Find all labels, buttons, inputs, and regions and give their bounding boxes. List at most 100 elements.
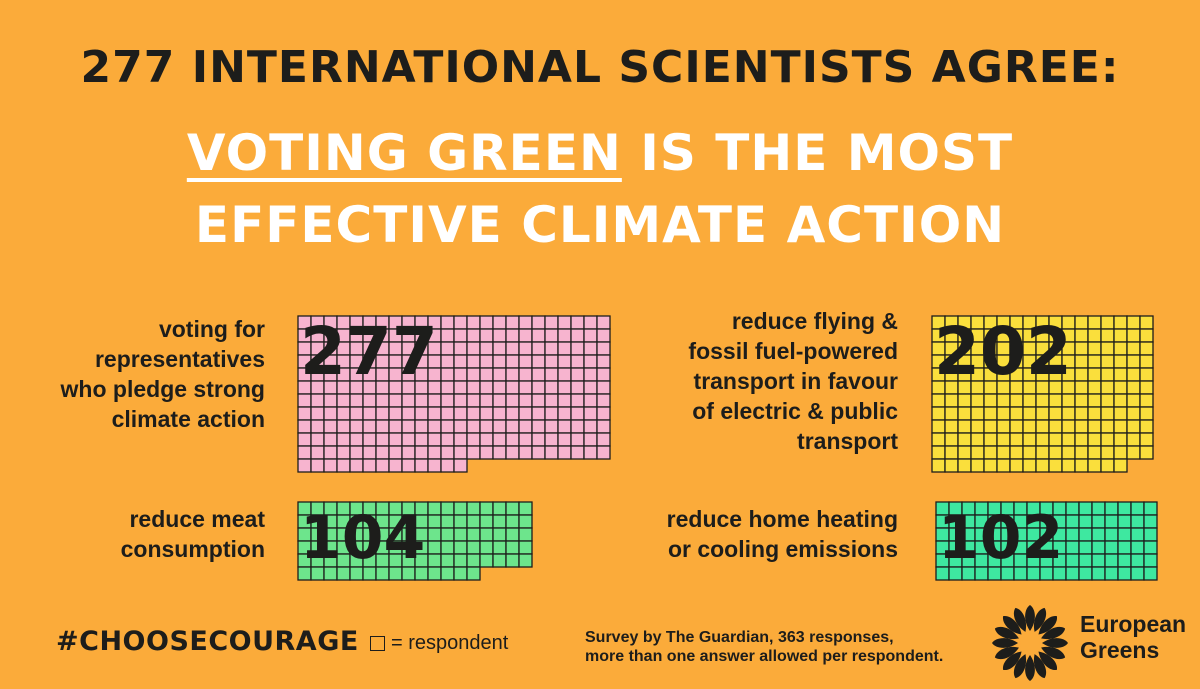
respondent-cell xyxy=(466,315,481,330)
source-line-1: Survey by The Guardian, 363 responses, xyxy=(585,629,894,646)
respondent-cell xyxy=(505,419,520,434)
respondent-cell xyxy=(310,458,325,473)
respondent-cell xyxy=(297,406,312,421)
respondent-cell xyxy=(453,553,468,568)
respondent-cell xyxy=(505,432,520,447)
respondent-cell xyxy=(453,393,468,408)
logo-text: European Greens xyxy=(1080,611,1186,663)
respondent-cell xyxy=(1009,445,1024,460)
logo-line-2: Greens xyxy=(1080,637,1160,663)
respondent-cell xyxy=(1143,501,1158,516)
respondent-cell xyxy=(1139,380,1154,395)
respondent-cell xyxy=(492,514,507,529)
respondent-cell xyxy=(427,419,442,434)
respondent-cell xyxy=(466,514,481,529)
respondent-cell xyxy=(1074,432,1089,447)
respondent-cell xyxy=(557,406,572,421)
respondent-cell xyxy=(957,432,972,447)
respondent-cell xyxy=(1100,393,1115,408)
respondent-cell xyxy=(479,354,494,369)
respondent-cell xyxy=(596,315,611,330)
respondent-cell xyxy=(388,445,403,460)
item-label-line: who pledge strong xyxy=(60,376,265,402)
respondent-cell xyxy=(1065,566,1080,581)
respondent-cell xyxy=(596,367,611,382)
respondent-cell xyxy=(518,527,533,542)
respondent-cell xyxy=(518,406,533,421)
respondent-cell xyxy=(957,406,972,421)
respondent-cell xyxy=(1078,566,1093,581)
european-greens-sunflower-icon xyxy=(992,605,1068,681)
respondent-cell xyxy=(336,432,351,447)
respondent-cell xyxy=(505,367,520,382)
respondent-cell xyxy=(375,458,390,473)
value-label: 104 xyxy=(300,503,425,573)
respondent-cell xyxy=(570,406,585,421)
respondent-cell xyxy=(427,445,442,460)
logo-line-1: European xyxy=(1080,611,1187,637)
respondent-cell xyxy=(1087,367,1102,382)
respondent-cell xyxy=(557,393,572,408)
respondent-cell xyxy=(1065,501,1080,516)
waffle-cells xyxy=(297,501,533,581)
respondent-cell xyxy=(440,393,455,408)
respondent-cell xyxy=(466,341,481,356)
respondent-cell xyxy=(440,354,455,369)
respondent-cell xyxy=(505,328,520,343)
respondent-cell xyxy=(479,406,494,421)
respondent-cell xyxy=(453,341,468,356)
respondent-cell xyxy=(996,406,1011,421)
respondent-cell xyxy=(323,445,338,460)
respondent-cell xyxy=(1100,458,1115,473)
respondent-cell xyxy=(492,367,507,382)
respondent-cell xyxy=(1113,341,1128,356)
respondent-cell xyxy=(1035,432,1050,447)
respondent-cell xyxy=(297,458,312,473)
respondent-cell xyxy=(1074,341,1089,356)
respondent-cell xyxy=(1048,432,1063,447)
respondent-cell xyxy=(544,328,559,343)
respondent-cell xyxy=(1100,419,1115,434)
respondent-cell xyxy=(466,419,481,434)
respondent-cell xyxy=(427,406,442,421)
respondent-cell xyxy=(1091,514,1106,529)
respondent-cell xyxy=(1113,445,1128,460)
respondent-cell xyxy=(583,367,598,382)
respondent-cell xyxy=(479,341,494,356)
respondent-cell xyxy=(596,406,611,421)
respondent-cell xyxy=(557,341,572,356)
respondent-cell xyxy=(414,458,429,473)
respondent-cell xyxy=(479,380,494,395)
respondent-cell xyxy=(479,514,494,529)
subheadline-line-1: VOTING GREEN IS THE MOST xyxy=(0,124,1200,182)
respondent-cell xyxy=(544,406,559,421)
respondent-cell xyxy=(466,553,481,568)
respondent-cell xyxy=(388,406,403,421)
respondent-cell xyxy=(518,553,533,568)
waffle-cells xyxy=(297,315,611,473)
respondent-cell xyxy=(453,367,468,382)
respondent-cell xyxy=(310,419,325,434)
respondent-cell xyxy=(983,458,998,473)
respondent-cell xyxy=(1078,553,1093,568)
respondent-cell xyxy=(492,341,507,356)
respondent-cell xyxy=(1100,432,1115,447)
respondent-cell xyxy=(505,393,520,408)
respondent-cell xyxy=(583,432,598,447)
item-label-line: representatives xyxy=(94,346,265,372)
respondent-cell xyxy=(570,419,585,434)
respondent-cell xyxy=(492,380,507,395)
respondent-cell xyxy=(375,406,390,421)
respondent-cell xyxy=(1113,458,1128,473)
respondent-cell xyxy=(544,367,559,382)
logo-petal xyxy=(1038,616,1057,635)
respondent-cell xyxy=(1117,527,1132,542)
respondent-cell xyxy=(427,458,442,473)
respondent-cell xyxy=(453,406,468,421)
respondent-cell xyxy=(297,393,312,408)
respondent-cell xyxy=(583,393,598,408)
respondent-cell xyxy=(1126,445,1141,460)
respondent-cell xyxy=(505,354,520,369)
respondent-cell xyxy=(570,354,585,369)
respondent-cell xyxy=(1035,445,1050,460)
